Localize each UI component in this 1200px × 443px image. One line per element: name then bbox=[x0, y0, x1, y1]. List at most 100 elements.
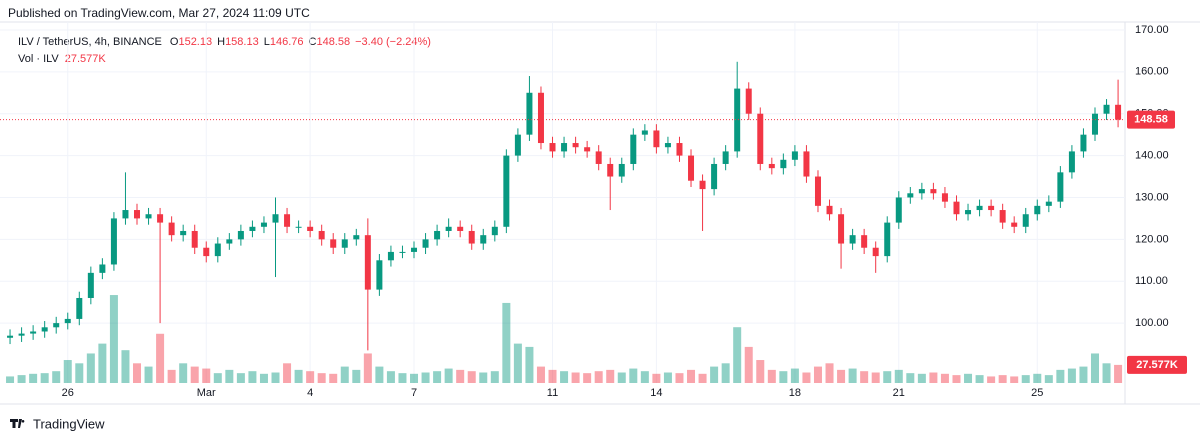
brand-logo bbox=[10, 419, 25, 428]
volume-bar bbox=[929, 372, 938, 383]
volume-bar bbox=[560, 371, 569, 383]
candle-body bbox=[341, 239, 348, 248]
volume-bar bbox=[1102, 363, 1111, 383]
volume-bar bbox=[306, 371, 315, 383]
volume-bar bbox=[710, 366, 719, 383]
volume-bar bbox=[98, 343, 107, 383]
volume-bar bbox=[721, 363, 730, 383]
x-tick-label: 14 bbox=[650, 387, 662, 399]
volume-bar bbox=[975, 375, 984, 383]
volume-bar bbox=[837, 369, 846, 383]
candle-body bbox=[491, 226, 498, 236]
candle-body bbox=[1068, 151, 1075, 173]
ohlc-value: 148.58 bbox=[316, 36, 350, 48]
candle-body bbox=[122, 210, 129, 219]
candle-body bbox=[780, 159, 787, 169]
change: −3.40 (−2.24%) bbox=[355, 36, 431, 48]
volume-bar bbox=[767, 369, 776, 383]
candle-body bbox=[318, 230, 325, 240]
volume-bar bbox=[467, 371, 476, 383]
candle-body bbox=[1022, 214, 1029, 227]
volume-bar bbox=[964, 373, 973, 383]
volume-bar bbox=[179, 363, 188, 383]
brand-name: TradingView bbox=[33, 416, 105, 431]
volume-bar bbox=[860, 371, 869, 383]
volume-bar bbox=[225, 369, 234, 383]
volume-bar bbox=[894, 369, 903, 383]
candle-body bbox=[1103, 104, 1110, 114]
y-tick-label: 110.00 bbox=[1135, 275, 1168, 287]
candle-body bbox=[734, 88, 741, 152]
candle-body bbox=[468, 230, 475, 244]
candle-body bbox=[87, 272, 94, 298]
volume-bar bbox=[340, 366, 349, 383]
volume-bar bbox=[1090, 353, 1099, 383]
volume-bar bbox=[583, 373, 592, 383]
candle-body bbox=[791, 151, 798, 160]
candle-body bbox=[526, 92, 533, 135]
x-tick-label: 18 bbox=[789, 387, 801, 399]
volume-bar bbox=[190, 366, 199, 383]
candle-body bbox=[757, 113, 764, 164]
volume-bar bbox=[790, 368, 799, 383]
candle-body bbox=[745, 88, 752, 114]
x-tick-label: 11 bbox=[547, 387, 558, 399]
volume-bar bbox=[1044, 375, 1053, 383]
brand: TradingView bbox=[10, 416, 105, 431]
candle-body bbox=[1057, 172, 1064, 202]
candle-body bbox=[918, 189, 925, 194]
candle-body bbox=[30, 331, 37, 334]
volume-bar bbox=[40, 373, 49, 383]
candle-body bbox=[641, 130, 648, 135]
volume-bar bbox=[133, 363, 142, 383]
candle-body bbox=[214, 243, 221, 257]
candle-body bbox=[134, 210, 141, 219]
last-volume-box bbox=[1127, 355, 1187, 374]
volume-bar bbox=[363, 353, 372, 383]
ohlc-key: L bbox=[264, 36, 270, 48]
candle-body bbox=[145, 214, 152, 219]
volume-bar bbox=[940, 373, 949, 383]
candle-body bbox=[399, 251, 406, 253]
volume-bar bbox=[17, 375, 26, 383]
x-tick-label: 7 bbox=[411, 387, 417, 399]
volume-bar bbox=[571, 372, 580, 383]
volume-bar bbox=[848, 368, 857, 383]
candle-body bbox=[549, 143, 556, 152]
y-tick-label: 160.00 bbox=[1135, 66, 1169, 78]
candle-body bbox=[168, 222, 175, 236]
candle-body bbox=[226, 239, 233, 244]
candle-body bbox=[445, 226, 452, 231]
candle-body bbox=[722, 151, 729, 164]
volume-bar bbox=[640, 371, 649, 383]
volume-bar bbox=[444, 368, 453, 383]
candle-body bbox=[330, 239, 337, 248]
candle-body bbox=[595, 151, 602, 164]
candle-body bbox=[191, 230, 198, 248]
symbol: ILV / TetherUS, 4h, BINANCE bbox=[18, 36, 162, 48]
volume-bar bbox=[813, 366, 822, 383]
volume-bar bbox=[352, 369, 361, 383]
volume-bar bbox=[594, 371, 603, 383]
volume-bar bbox=[52, 371, 61, 383]
candle-body bbox=[930, 189, 937, 194]
volume-bar bbox=[779, 371, 788, 383]
ohlc-key: H bbox=[217, 36, 225, 48]
volume-bar bbox=[536, 366, 545, 383]
ohlc-value: 158.13 bbox=[225, 36, 259, 48]
candle-body bbox=[434, 230, 441, 240]
volume-bar bbox=[917, 373, 926, 383]
volume-bar bbox=[1067, 368, 1076, 383]
candle-body bbox=[664, 143, 671, 148]
candle-body bbox=[260, 222, 267, 227]
volume-bar bbox=[663, 372, 672, 383]
volume-bar bbox=[1021, 375, 1030, 383]
candle-body bbox=[653, 130, 660, 148]
y-tick-label: 100.00 bbox=[1135, 317, 1169, 329]
volume-bar bbox=[86, 353, 95, 383]
candle-body bbox=[1034, 205, 1041, 215]
volume-bar bbox=[248, 371, 257, 383]
candle-body bbox=[284, 214, 291, 227]
candle-body bbox=[1091, 113, 1098, 135]
x-tick-label: 4 bbox=[307, 387, 313, 399]
